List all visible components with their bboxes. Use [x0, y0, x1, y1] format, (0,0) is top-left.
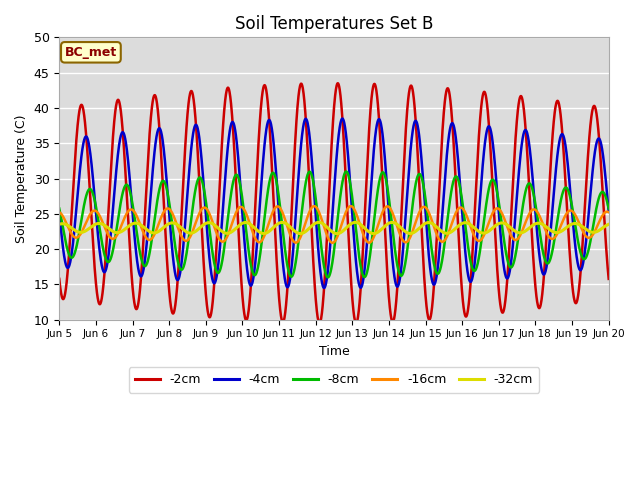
- -4cm: [56, 209, 63, 215]
- -2cm: [316, 320, 323, 326]
- -32cm: [557, 229, 564, 235]
- Line: -2cm: -2cm: [60, 83, 609, 323]
- X-axis label: Time: Time: [319, 345, 349, 358]
- -2cm: [362, 182, 370, 188]
- -16cm: [350, 206, 358, 212]
- -4cm: [339, 116, 346, 121]
- -16cm: [329, 240, 337, 246]
- -32cm: [572, 221, 580, 227]
- -16cm: [209, 219, 216, 225]
- Text: BC_met: BC_met: [65, 46, 117, 59]
- Line: -4cm: -4cm: [60, 119, 609, 288]
- -8cm: [350, 211, 358, 217]
- -32cm: [605, 221, 612, 227]
- Legend: -2cm, -4cm, -8cm, -16cm, -32cm: -2cm, -4cm, -8cm, -16cm, -32cm: [129, 367, 540, 393]
- -8cm: [56, 205, 63, 211]
- -4cm: [605, 209, 612, 215]
- -32cm: [209, 221, 216, 227]
- -4cm: [350, 238, 358, 244]
- -8cm: [557, 199, 564, 204]
- -4cm: [362, 250, 370, 256]
- -32cm: [494, 221, 502, 227]
- Title: Soil Temperatures Set B: Soil Temperatures Set B: [235, 15, 433, 33]
- -16cm: [362, 238, 370, 243]
- -2cm: [350, 314, 358, 320]
- -2cm: [557, 112, 564, 118]
- -4cm: [557, 133, 564, 139]
- -2cm: [334, 80, 342, 86]
- -4cm: [494, 200, 502, 205]
- -16cm: [557, 224, 564, 229]
- -8cm: [572, 226, 580, 232]
- -32cm: [350, 219, 358, 225]
- -4cm: [321, 285, 328, 291]
- -32cm: [56, 221, 63, 227]
- -32cm: [333, 231, 340, 237]
- -32cm: [362, 227, 370, 232]
- -8cm: [494, 194, 502, 200]
- -32cm: [315, 219, 323, 225]
- -2cm: [209, 301, 216, 307]
- -8cm: [342, 168, 350, 174]
- -16cm: [347, 203, 355, 209]
- -2cm: [56, 276, 63, 282]
- -2cm: [572, 300, 580, 306]
- -8cm: [209, 250, 216, 255]
- -4cm: [209, 277, 216, 283]
- -16cm: [572, 213, 580, 219]
- -4cm: [572, 248, 580, 254]
- -16cm: [56, 209, 63, 215]
- Y-axis label: Soil Temperature (C): Soil Temperature (C): [15, 114, 28, 243]
- -2cm: [494, 277, 502, 283]
- -16cm: [494, 205, 502, 211]
- -8cm: [324, 275, 332, 280]
- Line: -16cm: -16cm: [60, 206, 609, 243]
- -2cm: [605, 276, 612, 282]
- -8cm: [362, 272, 370, 278]
- -16cm: [605, 209, 612, 215]
- Line: -8cm: -8cm: [60, 171, 609, 277]
- -8cm: [605, 205, 612, 211]
- Line: -32cm: -32cm: [60, 222, 609, 234]
